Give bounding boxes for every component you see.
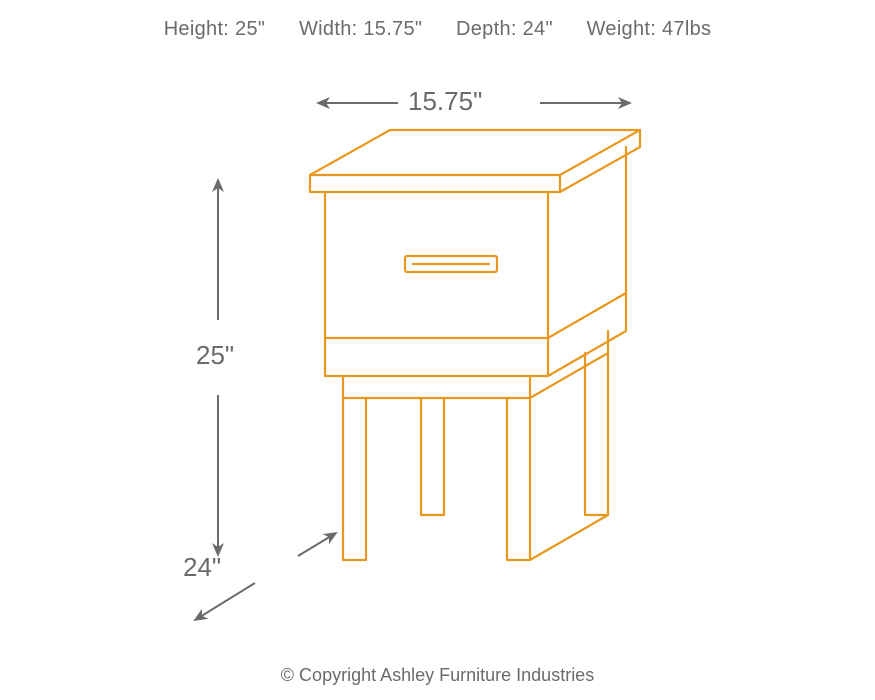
depth-dimension-label: 24" <box>183 552 221 583</box>
height-dimension-label: 25" <box>196 340 234 371</box>
copyright-text: © Copyright Ashley Furniture Industries <box>0 665 875 686</box>
furniture-outline <box>310 130 640 560</box>
width-dimension-label: 15.75" <box>408 86 482 117</box>
